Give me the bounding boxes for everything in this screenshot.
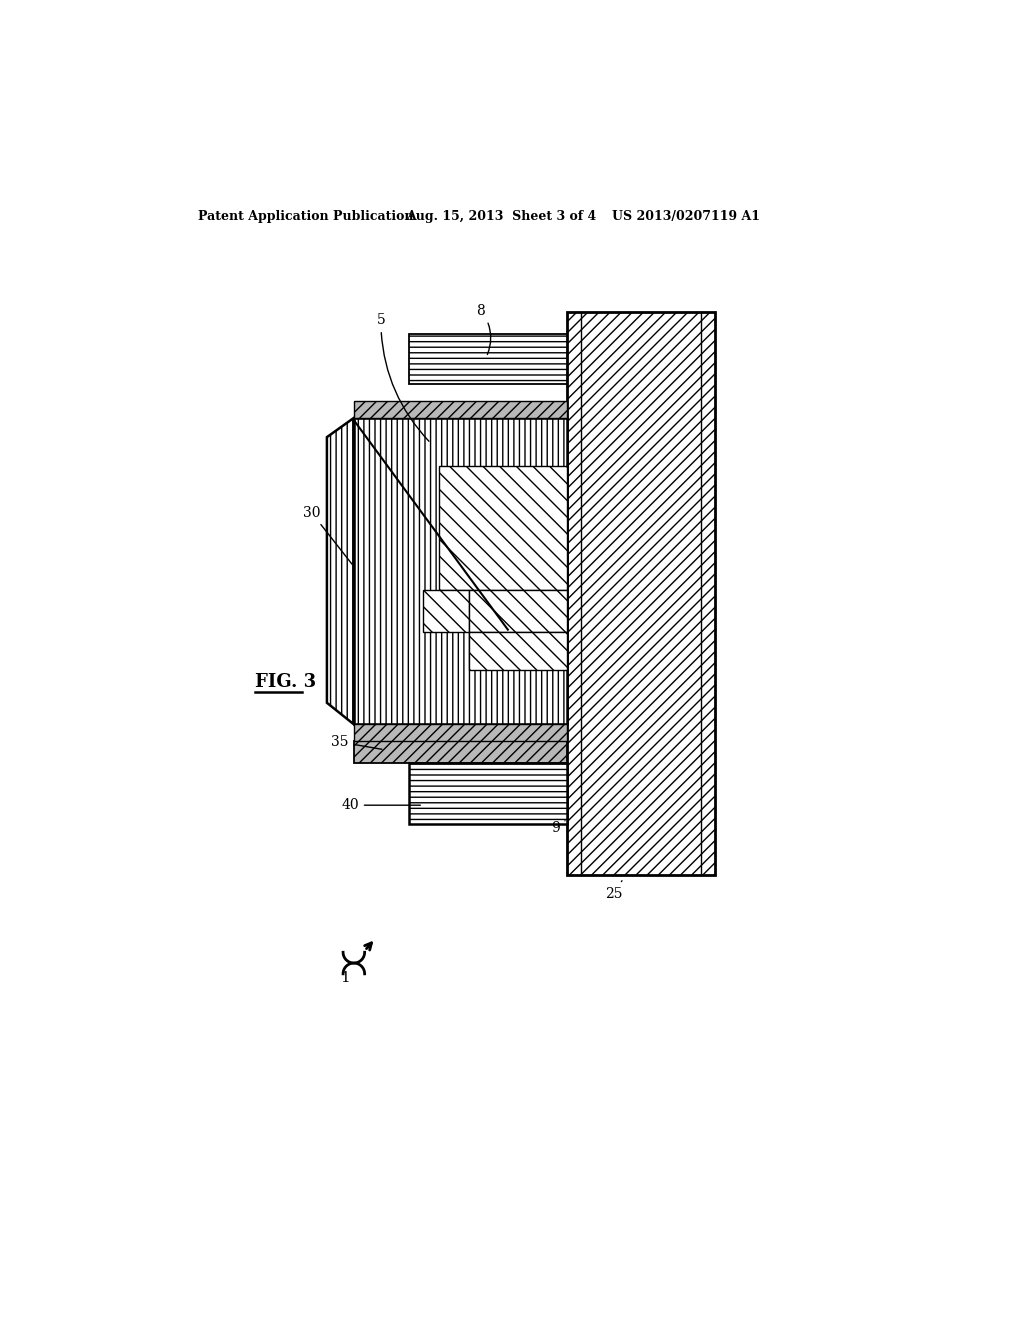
Bar bbox=[469, 590, 567, 632]
Bar bbox=[354, 418, 567, 725]
Text: 30: 30 bbox=[303, 506, 352, 565]
Text: US 2013/0207119 A1: US 2013/0207119 A1 bbox=[611, 210, 760, 223]
Bar bbox=[438, 466, 567, 590]
Bar bbox=[423, 590, 469, 632]
Bar bbox=[567, 313, 715, 875]
Text: 9: 9 bbox=[551, 821, 565, 836]
Polygon shape bbox=[327, 418, 354, 725]
Text: 1: 1 bbox=[340, 972, 350, 986]
Bar bbox=[410, 763, 567, 825]
Bar bbox=[354, 742, 567, 763]
Text: FIG. 3: FIG. 3 bbox=[255, 673, 316, 690]
Bar bbox=[469, 632, 567, 671]
Text: 35: 35 bbox=[331, 735, 382, 750]
Bar bbox=[354, 725, 567, 742]
Text: 5: 5 bbox=[377, 313, 429, 441]
Text: 8: 8 bbox=[476, 304, 490, 355]
Text: 25: 25 bbox=[605, 880, 623, 900]
Bar bbox=[410, 334, 567, 384]
Text: Patent Application Publication: Patent Application Publication bbox=[199, 210, 414, 223]
Text: 40: 40 bbox=[341, 799, 421, 812]
Text: Aug. 15, 2013  Sheet 3 of 4: Aug. 15, 2013 Sheet 3 of 4 bbox=[407, 210, 596, 223]
Bar bbox=[354, 401, 567, 418]
